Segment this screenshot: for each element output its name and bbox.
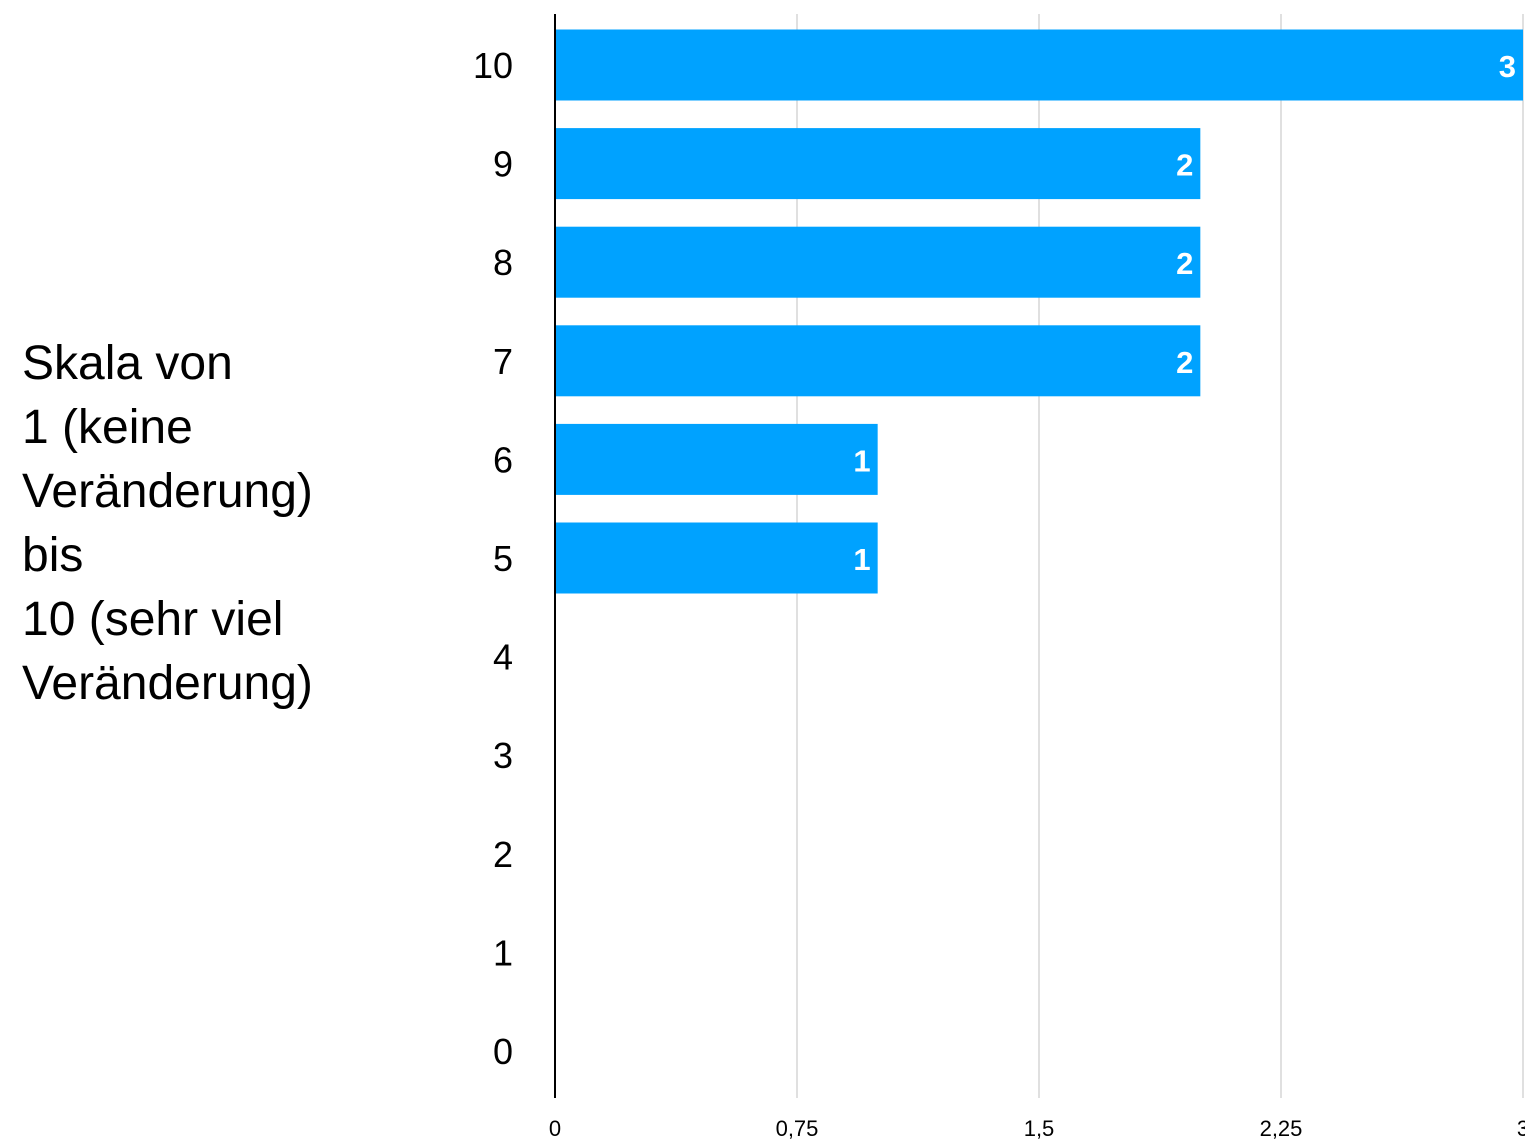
category-label: 4: [493, 637, 513, 678]
y-axis-title-line: 10 (sehr viel: [22, 593, 284, 646]
bar: [555, 522, 878, 594]
bar: [555, 29, 1523, 101]
x-tick-label: 2,25: [1260, 1116, 1303, 1140]
y-axis-title-line: Skala von: [22, 337, 233, 390]
x-tick-label: 0,75: [776, 1116, 819, 1140]
value-label: 2: [1176, 246, 1193, 281]
x-tick-labels: 0 0,75 1,5 2,25 3: [549, 1116, 1525, 1140]
category-label: 3: [493, 735, 513, 776]
category-label: 9: [493, 144, 513, 185]
category-label: 8: [493, 242, 513, 283]
value-label: 2: [1176, 345, 1193, 380]
category-label: 10: [473, 45, 513, 86]
x-tick-label: 1,5: [1024, 1116, 1055, 1140]
category-label: 6: [493, 439, 513, 480]
y-axis-title-line: Veränderung): [22, 657, 313, 710]
y-axis-title: Skala von 1 (keine Veränderung) bis 10 (…: [22, 332, 422, 716]
x-tick-label: 3: [1517, 1116, 1525, 1140]
y-axis-title-line: bis: [22, 529, 84, 582]
value-label: 2: [1176, 148, 1193, 183]
bar: [555, 128, 1201, 200]
value-label: 3: [1499, 49, 1516, 84]
category-label: 1: [493, 932, 513, 973]
value-label: 1: [853, 443, 870, 478]
category-label: 5: [493, 538, 513, 579]
bar: [555, 226, 1201, 298]
y-axis-title-line: 1 (keine: [22, 401, 193, 454]
category-label: 2: [493, 834, 513, 875]
x-tick-label: 0: [549, 1116, 561, 1140]
value-label: 1: [853, 542, 870, 577]
y-axis-title-line: Veränderung): [22, 465, 313, 518]
category-label: 7: [493, 341, 513, 382]
bar: [555, 423, 878, 495]
bar: [555, 325, 1201, 397]
bars: 3 2 2 2 1 1: [555, 29, 1523, 594]
category-label: 0: [493, 1031, 513, 1072]
